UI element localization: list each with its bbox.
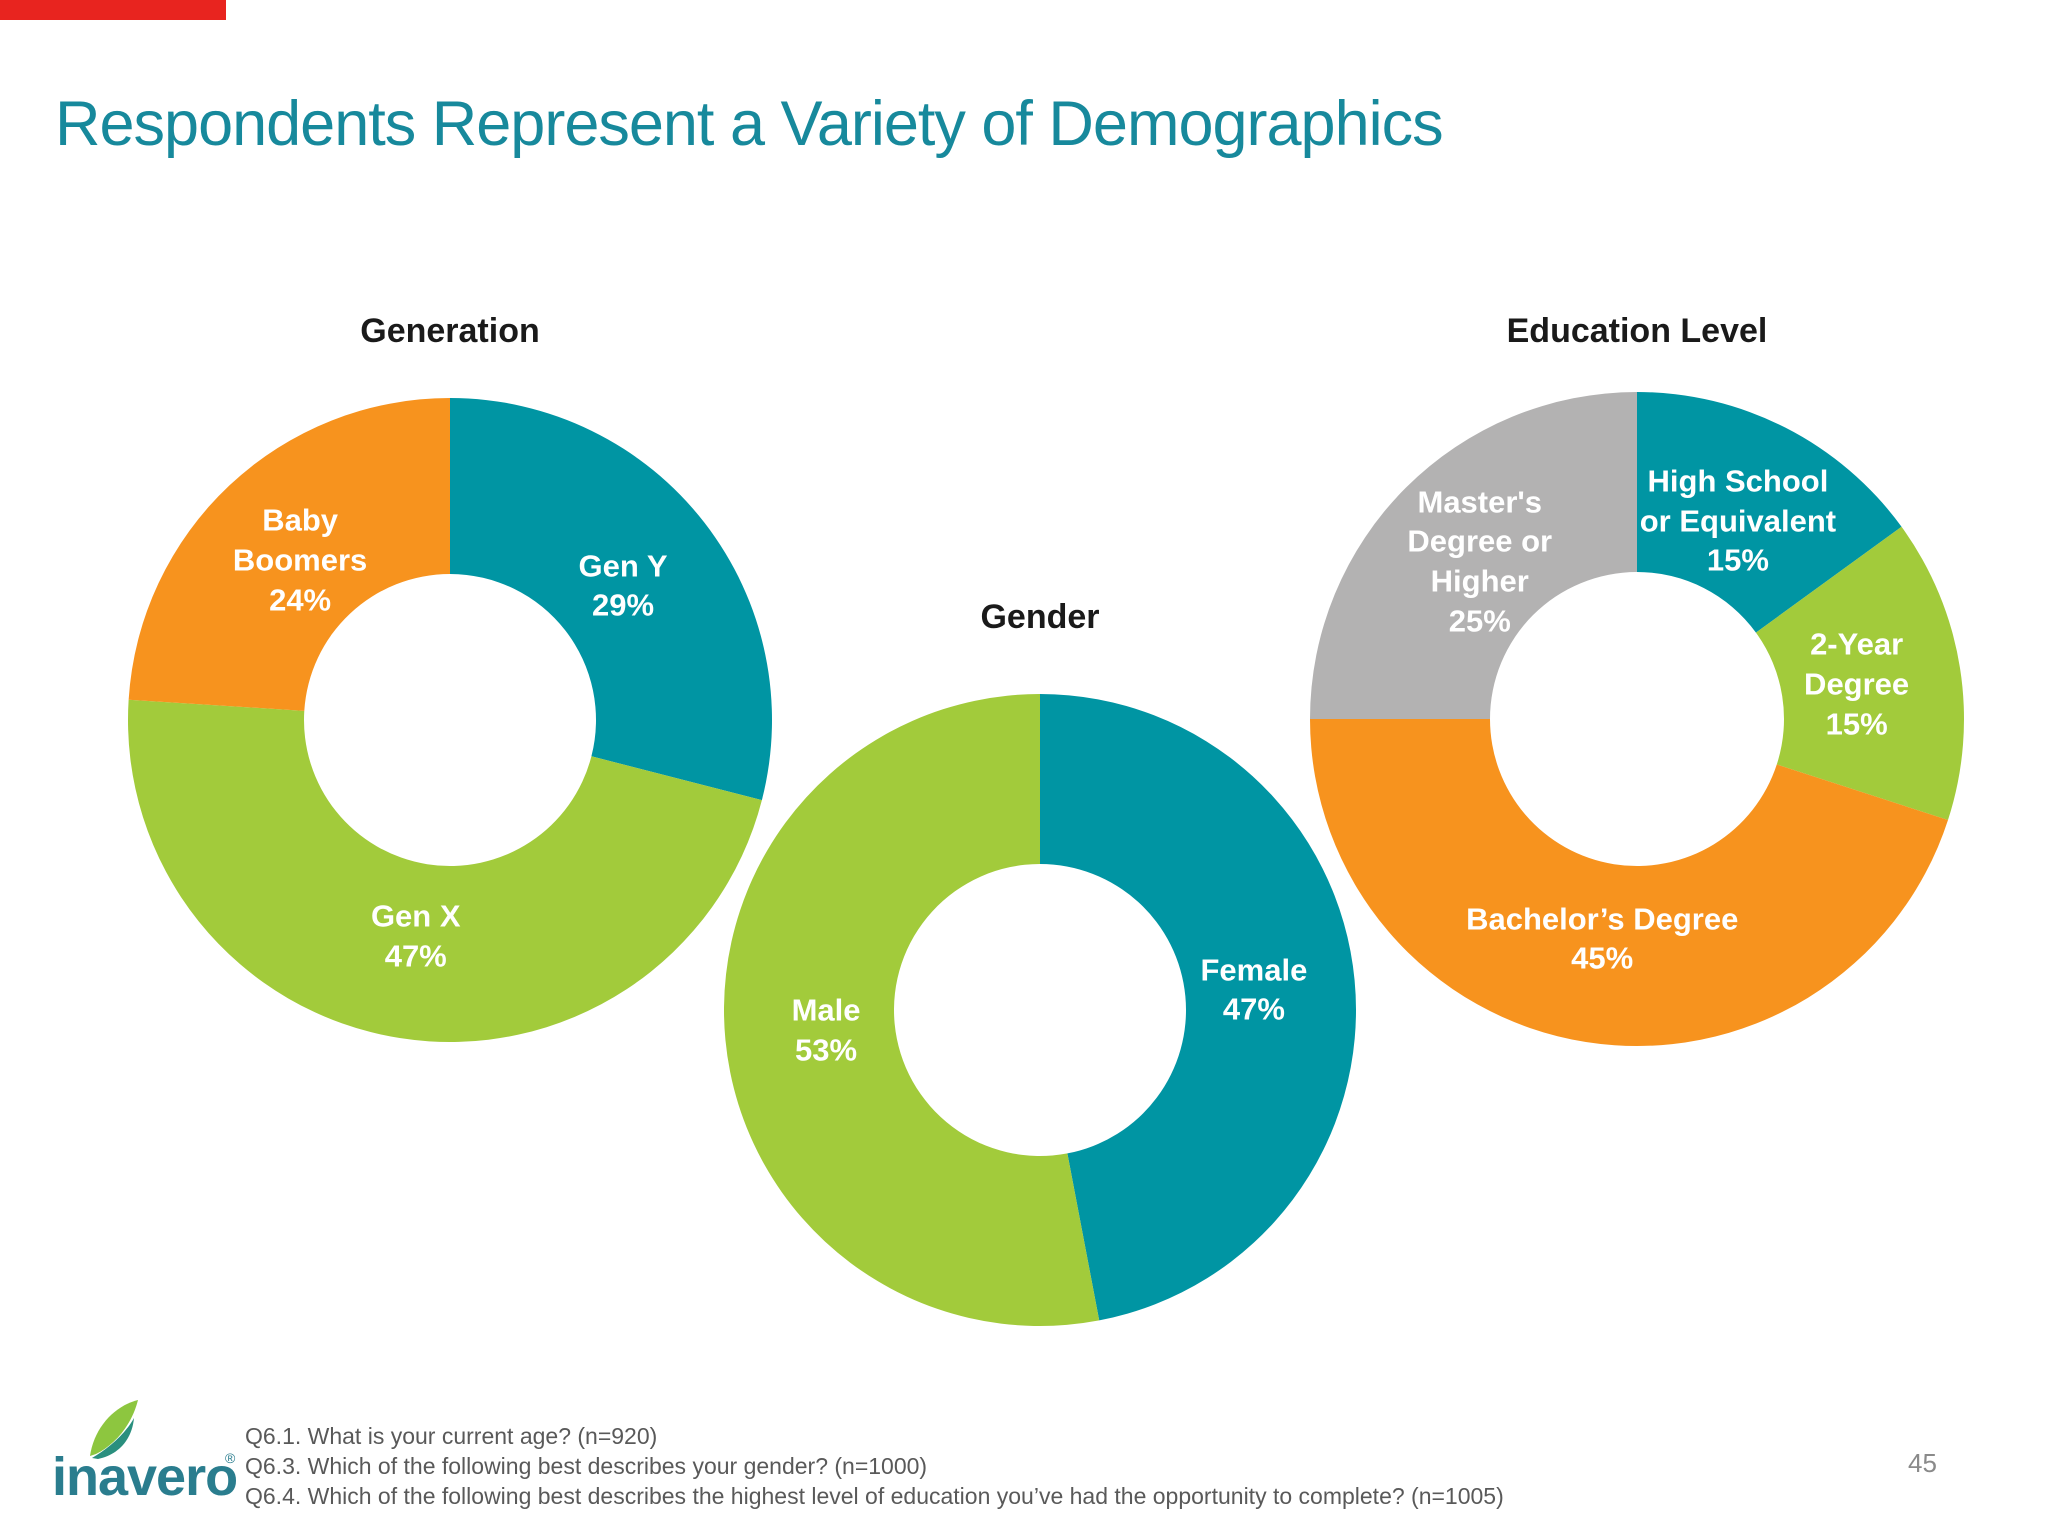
- slice-label-line: Degree or: [1407, 524, 1553, 560]
- slice-label-master-s-degree-or-higher: Master's Degree or Higher 25%: [1407, 482, 1552, 641]
- slice-label-line: 53%: [795, 1032, 858, 1068]
- slice-label-bachelor-s-degree: Bachelor’s Degree 45%: [1466, 899, 1738, 978]
- slice-label-line: 2-Year: [1810, 626, 1904, 662]
- leaf-icon: [90, 1400, 138, 1459]
- slice-master-s-degree-or-higher: [1310, 392, 1637, 719]
- slice-label-line: Master's: [1417, 484, 1543, 520]
- chart-title-education: Education Level: [1506, 312, 1768, 350]
- chart-title-generation: Generation: [360, 312, 540, 350]
- slice-label-gen-x: Gen X 47%: [371, 897, 461, 976]
- slice-label-line: 29%: [591, 587, 655, 623]
- slice-male: [724, 694, 1100, 1326]
- slice-label-line: 47%: [384, 938, 447, 974]
- slice-label-male: Male 53%: [792, 991, 861, 1070]
- logo-wordmark: inavero: [52, 1447, 238, 1507]
- chart-title-gender: Gender: [980, 598, 1100, 636]
- logo-registered-mark: ®: [225, 1450, 236, 1466]
- slice-gen-y: [450, 398, 773, 801]
- footnote-q61: Q6.1. What is your current age? (n=920): [245, 1423, 658, 1449]
- slice-label-line: or Equivalent: [1639, 503, 1837, 539]
- slice-female: [1040, 694, 1357, 1321]
- footnote-q64: Q6.4. Which of the following best descri…: [245, 1483, 1504, 1510]
- slice-label-line: Gen Y: [578, 548, 668, 584]
- page-number: 45: [1908, 1448, 1937, 1478]
- slice-label-line: 25%: [1448, 603, 1511, 639]
- slice-label-2-year-degree: 2-Year Degree 15%: [1804, 625, 1909, 744]
- slice-label-line: 15%: [1825, 706, 1888, 742]
- slice-label-high-school-or-equivalent: High School or Equivalent 15%: [1640, 461, 1836, 580]
- inavero-logo: inavero ®: [52, 1398, 242, 1508]
- slice-gen-x: [127, 699, 762, 1043]
- slide-title: Respondents Represent a Variety of Demog…: [55, 89, 1444, 159]
- slice-label-line: Male: [791, 992, 861, 1028]
- slice-label-line: 47%: [1222, 991, 1285, 1027]
- slice-bachelor-s-degree: [1310, 719, 1948, 1046]
- slice-label-gen-y: Gen Y 29%: [578, 546, 667, 625]
- slice-label-line: Higher: [1430, 563, 1529, 599]
- slice-label-baby-boomers: Baby Boomers 24%: [233, 501, 367, 620]
- slice-label-line: Bachelor’s Degree: [1466, 900, 1739, 936]
- top-accent-bar: [0, 0, 226, 20]
- slice-label-line: High School: [1647, 463, 1829, 499]
- slice-label-line: 24%: [269, 582, 332, 618]
- slice-high-school-or-equivalent: [1637, 392, 1902, 633]
- slice-label-line: 15%: [1706, 542, 1769, 578]
- slice-baby-boomers: [128, 398, 451, 711]
- slice-label-line: 45%: [1571, 940, 1634, 976]
- slice-label-line: Gen X: [370, 898, 461, 934]
- slice-label-line: Degree: [1804, 666, 1910, 702]
- slice-label-line: Female: [1200, 952, 1308, 988]
- footnotes: Q6.1. What is your current age? (n=920) …: [245, 1421, 1504, 1511]
- slice-label-line: Boomers: [232, 542, 368, 578]
- footnote-q63: Q6.3. Which of the following best descri…: [245, 1453, 928, 1480]
- slice-label-female: Female 47%: [1201, 950, 1308, 1029]
- slice-label-line: Baby: [262, 502, 339, 538]
- slice-2-year-degree: [1755, 526, 1965, 821]
